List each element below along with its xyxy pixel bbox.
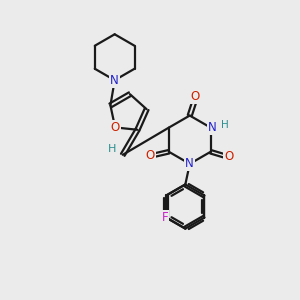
Text: N: N — [110, 74, 119, 87]
Text: O: O — [224, 150, 233, 163]
Text: O: O — [190, 90, 200, 103]
Text: N: N — [208, 121, 217, 134]
Text: O: O — [110, 121, 120, 134]
Text: N: N — [185, 157, 194, 170]
Text: F: F — [161, 211, 168, 224]
Text: H: H — [221, 120, 229, 130]
Text: O: O — [146, 149, 154, 162]
Text: H: H — [107, 145, 116, 154]
